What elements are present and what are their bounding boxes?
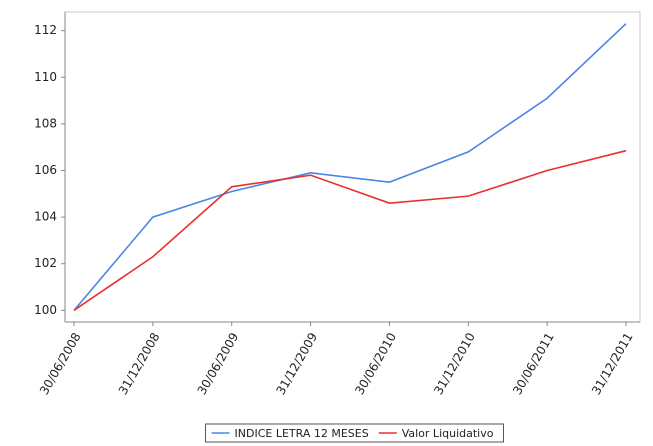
legend: INDICE LETRA 12 MESES Valor Liquidativo: [211, 427, 494, 440]
y-tick-label: 102: [34, 256, 57, 270]
x-tick-label: 31/12/2010: [431, 330, 478, 397]
x-tick-label: 30/06/2011: [510, 330, 557, 397]
series-line: [73, 23, 627, 311]
y-tick-label: 100: [34, 303, 57, 317]
series-line: [73, 149, 627, 312]
y-tick-label: 106: [34, 163, 57, 177]
x-tick-label: 30/06/2010: [352, 330, 399, 397]
x-tick-label: 30/06/2008: [37, 330, 84, 397]
x-tick-label: 31/12/2011: [589, 330, 636, 397]
plot-area: [64, 11, 641, 323]
y-tick-label: 110: [34, 70, 57, 84]
x-tick-label: 31/12/2008: [116, 330, 163, 397]
y-tick-label: 104: [34, 210, 57, 224]
legend-box: [205, 423, 504, 443]
legend-label: Valor Liquidativo: [402, 427, 494, 440]
y-tick-label: 108: [34, 116, 57, 130]
legend-label: INDICE LETRA 12 MESES: [235, 427, 369, 440]
x-tick-label: 31/12/2009: [273, 330, 320, 397]
y-tick-label: 112: [34, 23, 57, 37]
x-tick-label: 30/06/2009: [195, 330, 242, 397]
